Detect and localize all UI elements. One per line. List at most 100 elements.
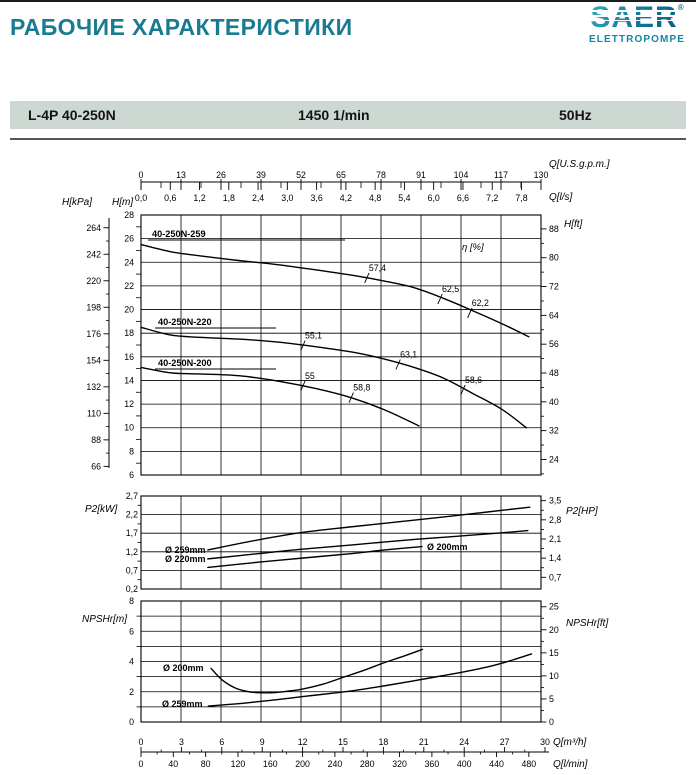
curve-power-Ø 259mm — [207, 506, 531, 551]
tick-label-kpa: 66 — [91, 461, 101, 471]
tick-label-hp: 1,4 — [549, 553, 561, 563]
curve-label-npshr-Ø 200mm: Ø 200mm — [163, 663, 204, 673]
logo-stripe — [590, 19, 684, 21]
tick-label-ls: 7,8 — [515, 193, 527, 203]
tick-label-ls: 4,8 — [369, 193, 381, 203]
curve-40-250N-259 — [140, 243, 530, 338]
tick-label-npshr-m: 4 — [129, 657, 134, 667]
tick-label-kw: 1,2 — [126, 547, 138, 557]
tick-label-m3h: 9 — [260, 737, 265, 747]
curve-npshr-Ø 200mm — [210, 648, 424, 694]
tick-label-m: 14 — [124, 375, 134, 385]
pump-model: L-4P 40-250N — [28, 107, 116, 123]
tick-label-npshr-ft: 15 — [549, 648, 559, 658]
efficiency-tick — [460, 384, 466, 396]
tick-label-hp: 0,7 — [549, 572, 561, 582]
efficiency-tick — [437, 293, 443, 305]
tick-label-ls: 4,2 — [340, 193, 352, 203]
tick-label-m3h: 12 — [298, 737, 308, 747]
curve-label-npshr-Ø 259mm: Ø 259mm — [162, 699, 203, 709]
tick-label-m3h: 21 — [419, 737, 429, 747]
tick-label-npshr-ft: 5 — [549, 694, 554, 704]
tick-label-npshr-ft: 10 — [549, 671, 559, 681]
tick-label-gpm: 130 — [534, 170, 549, 180]
tick-label-lmin: 320 — [392, 759, 407, 769]
tick-label-kpa: 88 — [91, 435, 101, 445]
tick-label-kw: 2,7 — [126, 491, 138, 501]
efficiency-value: 55,1 — [305, 331, 322, 341]
tick-label-kw: 0,2 — [126, 584, 138, 594]
tick-label-lmin: 440 — [489, 759, 504, 769]
tick-label-npshr-m: 6 — [129, 626, 134, 636]
y-unit-m: H[m] — [112, 197, 133, 208]
tick-label-kpa: 154 — [86, 355, 101, 365]
efficiency-tick — [348, 392, 354, 403]
tick-label-gpm: 13 — [176, 170, 186, 180]
tick-label-lmin: 0 — [139, 759, 144, 769]
tick-label-ft: 80 — [549, 253, 559, 263]
tick-label-ft: 72 — [549, 282, 559, 292]
efficiency-value: 55 — [305, 371, 315, 381]
tick-label-ls: 0,6 — [164, 193, 176, 203]
x-unit-m3h: Q[m³/h] — [553, 737, 587, 748]
efficiency-tick — [300, 380, 306, 391]
tick-label-ft: 24 — [549, 454, 559, 464]
tick-label-m: 10 — [124, 423, 134, 433]
efficiency-axis-label: η [%] — [462, 242, 484, 253]
tick-label-m: 22 — [124, 281, 134, 291]
tick-label-ft: 64 — [549, 310, 559, 320]
efficiency-value: 58,6 — [465, 375, 482, 385]
tick-label-gpm: 104 — [454, 170, 469, 180]
tick-label-gpm: 117 — [494, 170, 508, 180]
tick-label-gpm: 78 — [376, 170, 386, 180]
efficiency-tick — [467, 307, 473, 319]
curve-40-250N-200 — [140, 366, 420, 427]
pump-frequency: 50Hz — [559, 107, 592, 123]
tick-label-ft: 88 — [549, 224, 559, 234]
tick-label-ls: 1,2 — [193, 193, 205, 203]
tick-label-gpm: 91 — [416, 170, 426, 180]
tick-label-lmin: 160 — [263, 759, 278, 769]
page-title: РАБОЧИЕ ХАРАКТЕРИСТИКИ — [10, 14, 353, 40]
tick-label-lmin: 480 — [521, 759, 536, 769]
efficiency-value: 58,8 — [353, 383, 370, 393]
efficiency-value: 63,1 — [400, 350, 417, 360]
tick-label-ls: 5,4 — [398, 193, 410, 203]
tick-label-ls: 1,8 — [223, 193, 235, 203]
tick-label-m3h: 18 — [379, 737, 389, 747]
tick-label-lmin: 400 — [457, 759, 472, 769]
y-unit-kw: P2[kW] — [85, 504, 117, 515]
tick-label-m: 24 — [124, 257, 134, 267]
logo-stripe — [590, 10, 684, 12]
efficiency-value: 62,2 — [472, 298, 489, 308]
tick-label-npshr-ft: 25 — [549, 602, 559, 612]
tick-label-ls: 6,0 — [428, 193, 440, 203]
tick-label-ls: 3,0 — [281, 193, 293, 203]
tick-label-kpa: 198 — [86, 302, 101, 312]
tick-label-npshr-m: 8 — [129, 596, 134, 606]
top-border — [0, 0, 696, 2]
x-unit-lmin: Q[l/min] — [553, 759, 588, 770]
saer-logo: SAER® ELETTROPOMPE — [587, 3, 687, 45]
tick-label-ft: 56 — [549, 339, 559, 349]
tick-label-ls: 6,6 — [457, 193, 469, 203]
tick-label-npshr-ft: 20 — [549, 625, 559, 635]
efficiency-tick — [395, 359, 401, 370]
curve-label-40-250N-200: 40-250N-200 — [158, 358, 212, 368]
logo-subtext: ELETTROPOMPE — [589, 34, 685, 45]
tick-label-m3h: 24 — [459, 737, 469, 747]
tick-label-lmin: 120 — [231, 759, 246, 769]
curve-label-40-250N-259: 40-250N-259 — [152, 229, 206, 239]
efficiency-tick — [300, 340, 306, 351]
y-unit-kpa: H[kPa] — [62, 197, 92, 208]
x-unit-ls: Q[l/s] — [549, 192, 573, 203]
tick-label-ls: 7,2 — [486, 193, 498, 203]
efficiency-tick — [364, 272, 370, 284]
efficiency-value: 57,4 — [369, 263, 386, 273]
tick-label-ls: 0,0 — [135, 193, 147, 203]
tick-label-gpm: 65 — [336, 170, 346, 180]
tick-label-gpm: 0 — [139, 170, 144, 180]
tick-label-ft: 48 — [549, 368, 559, 378]
pump-speed: 1450 1/min — [298, 107, 370, 123]
tick-label-m3h: 15 — [338, 737, 348, 747]
